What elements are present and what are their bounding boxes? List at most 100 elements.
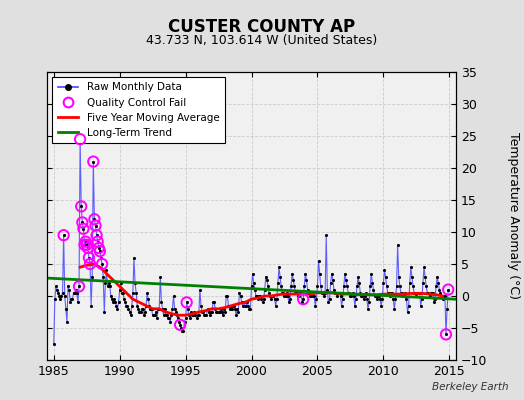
Point — [280, 293, 289, 299]
Point — [341, 270, 349, 277]
Point — [417, 302, 425, 309]
Point — [56, 296, 64, 302]
Point — [223, 293, 232, 299]
Point — [96, 248, 104, 254]
Point — [444, 286, 452, 293]
Point — [95, 245, 103, 251]
Point — [208, 309, 216, 315]
Point — [176, 322, 184, 328]
Point — [398, 290, 406, 296]
Point — [190, 309, 199, 315]
Point — [141, 309, 149, 315]
Point — [172, 312, 181, 318]
Point — [152, 309, 160, 315]
Point — [375, 293, 383, 299]
Point — [101, 280, 110, 286]
Point — [318, 290, 326, 296]
Point — [350, 293, 358, 299]
Point — [342, 277, 350, 283]
Point — [59, 232, 68, 238]
Point — [66, 299, 74, 306]
Point — [150, 312, 159, 318]
Point — [323, 286, 332, 293]
Point — [137, 306, 146, 312]
Point — [377, 302, 385, 309]
Point — [394, 242, 402, 248]
Point — [155, 306, 163, 312]
Point — [78, 219, 86, 226]
Point — [244, 302, 253, 309]
Point — [216, 306, 225, 312]
Point — [411, 290, 419, 296]
Point — [63, 318, 71, 325]
Point — [366, 283, 374, 290]
Point — [195, 286, 204, 293]
Point — [252, 293, 260, 299]
Point — [135, 309, 144, 315]
Point — [442, 331, 450, 338]
Point — [102, 267, 111, 274]
Point — [346, 293, 355, 299]
Point — [439, 296, 447, 302]
Point — [354, 274, 362, 280]
Point — [212, 309, 221, 315]
Point — [364, 306, 372, 312]
Point — [85, 254, 93, 261]
Point — [419, 280, 427, 286]
Point — [343, 283, 351, 290]
Point — [227, 306, 236, 312]
Point — [206, 309, 215, 315]
Point — [59, 232, 68, 238]
Point — [413, 290, 422, 296]
Point — [118, 290, 126, 296]
Point — [412, 293, 421, 299]
Point — [93, 238, 102, 245]
Point — [225, 306, 234, 312]
Point — [74, 299, 82, 306]
Point — [268, 293, 277, 299]
Point — [405, 302, 413, 309]
Point — [51, 296, 59, 302]
Point — [121, 299, 129, 306]
Point — [90, 216, 99, 222]
Point — [337, 302, 346, 309]
Point — [61, 293, 69, 299]
Point — [116, 280, 125, 286]
Point — [89, 158, 97, 165]
Point — [191, 312, 200, 318]
Point — [62, 306, 70, 312]
Point — [410, 290, 418, 296]
Point — [203, 306, 212, 312]
Point — [202, 312, 211, 318]
Point — [381, 274, 390, 280]
Point — [149, 312, 158, 318]
Point — [58, 290, 67, 296]
Point — [132, 290, 140, 296]
Point — [77, 203, 85, 210]
Point — [179, 328, 188, 334]
Point — [159, 312, 168, 318]
Point — [81, 238, 90, 245]
Point — [384, 290, 392, 296]
Point — [315, 270, 324, 277]
Point — [107, 293, 115, 299]
Point — [296, 290, 304, 296]
Point — [181, 315, 190, 322]
Point — [330, 286, 338, 293]
Point — [390, 306, 399, 312]
Point — [351, 302, 359, 309]
Point — [309, 293, 317, 299]
Point — [241, 302, 249, 309]
Point — [303, 286, 312, 293]
Point — [182, 299, 191, 306]
Point — [442, 331, 450, 338]
Point — [64, 283, 72, 290]
Point — [106, 283, 114, 290]
Point — [334, 290, 343, 296]
Point — [379, 280, 388, 286]
Point — [294, 293, 303, 299]
Point — [187, 309, 195, 315]
Point — [67, 296, 75, 302]
Point — [156, 274, 165, 280]
Point — [154, 306, 162, 312]
